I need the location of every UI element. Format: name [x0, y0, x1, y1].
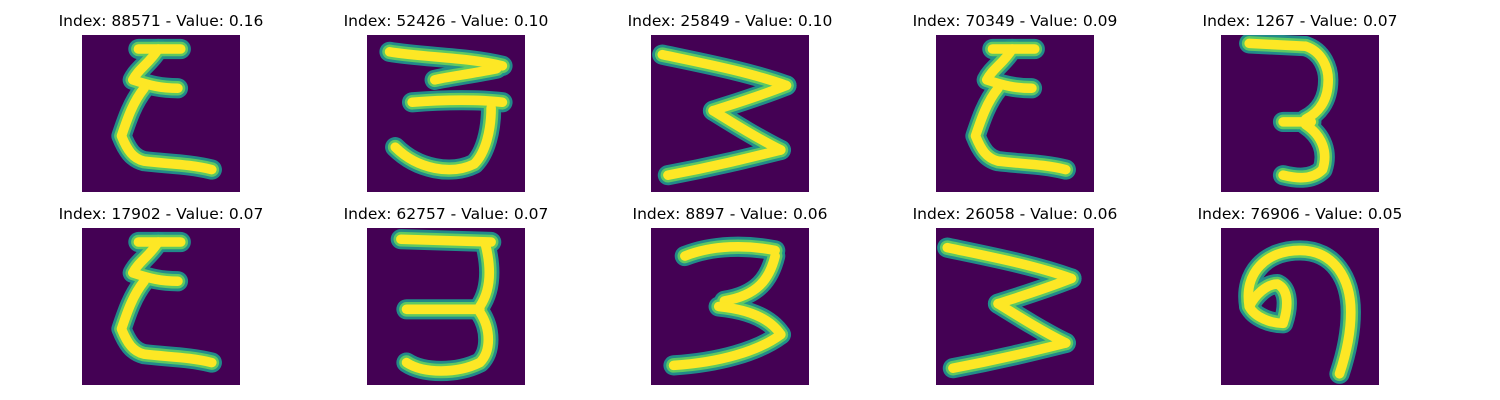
digit-stroke [429, 63, 502, 85]
digit-stroke [1244, 38, 1311, 51]
digit-stroke [384, 47, 508, 71]
digit-stroke [407, 95, 508, 108]
digit-stroke [475, 240, 494, 312]
digit-stroke [981, 44, 1037, 94]
digit-image [367, 228, 525, 385]
digit-stroke [127, 237, 183, 287]
digit-stroke [390, 103, 496, 175]
panel-title: Index: 1267 - Value: 0.07 [1202, 12, 1398, 30]
panel-title: Index: 25849 - Value: 0.10 [627, 12, 833, 30]
digit-image [82, 228, 240, 385]
digit-image [936, 228, 1094, 385]
panel-title: Index: 62757 - Value: 0.07 [343, 205, 549, 223]
digit-image [1221, 35, 1379, 192]
panel-title: Index: 52426 - Value: 0.10 [343, 12, 549, 30]
digit-stroke [127, 44, 183, 94]
digit-image [651, 228, 809, 385]
digit-image [651, 35, 809, 192]
digit-stroke [1300, 41, 1334, 124]
digit-stroke [713, 301, 786, 340]
digit-stroke [719, 251, 780, 306]
digit-stroke [1278, 119, 1330, 183]
digit-stroke [116, 276, 217, 368]
panel-title: Index: 26058 - Value: 0.06 [912, 205, 1118, 223]
digit-stroke [970, 83, 1071, 175]
panel-title: Index: 88571 - Value: 0.16 [58, 12, 264, 30]
digit-stroke [663, 145, 786, 180]
digit-stroke [1243, 245, 1356, 379]
digit-stroke [942, 242, 1077, 284]
digit-image [1221, 228, 1379, 385]
panel-title: Index: 76906 - Value: 0.05 [1197, 205, 1403, 223]
digit-stroke [1244, 279, 1292, 329]
digit-image [367, 35, 525, 192]
digit-stroke [948, 338, 1071, 373]
digit-stroke [657, 49, 792, 91]
digit-image [936, 35, 1094, 192]
panel-title: Index: 17902 - Value: 0.07 [58, 205, 264, 223]
digit-stroke [116, 83, 217, 175]
digit-stroke [401, 307, 494, 376]
panel-title: Index: 70349 - Value: 0.09 [912, 12, 1118, 30]
digit-stroke [680, 241, 780, 261]
digit-image [82, 35, 240, 192]
panel-title: Index: 8897 - Value: 0.06 [632, 205, 828, 223]
digit-stroke [396, 234, 496, 247]
digit-stroke [668, 329, 786, 371]
